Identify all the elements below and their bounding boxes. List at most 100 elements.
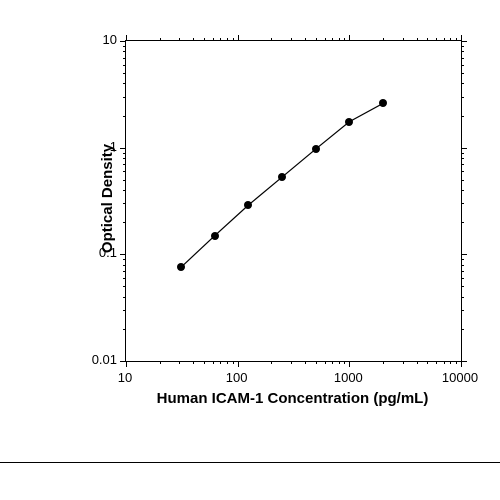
- data-point: [211, 232, 219, 240]
- series-line: [126, 41, 461, 361]
- y-tick-major: [461, 361, 467, 362]
- x-tick-label: 1000: [323, 370, 373, 385]
- x-tick-minor: [227, 361, 228, 364]
- x-tick-major: [126, 361, 127, 367]
- x-tick-minor: [233, 38, 234, 41]
- x-tick-minor: [316, 38, 317, 41]
- y-tick-label: 0.1: [77, 245, 117, 260]
- x-tick-minor: [325, 38, 326, 41]
- x-tick-minor: [227, 38, 228, 41]
- x-tick-minor: [339, 38, 340, 41]
- x-tick-minor: [417, 361, 418, 364]
- x-tick-minor: [456, 38, 457, 41]
- x-tick-minor: [220, 38, 221, 41]
- x-tick-major: [238, 35, 239, 41]
- y-tick-minor: [123, 65, 126, 66]
- x-tick-minor: [204, 38, 205, 41]
- y-tick-minor: [461, 271, 464, 272]
- x-tick-major: [349, 361, 350, 367]
- y-tick-minor: [123, 265, 126, 266]
- y-tick-minor: [461, 153, 464, 154]
- x-tick-minor: [316, 361, 317, 364]
- y-tick-minor: [461, 190, 464, 191]
- x-tick-minor: [179, 38, 180, 41]
- y-tick-minor: [461, 164, 464, 165]
- data-point: [379, 99, 387, 107]
- y-tick-minor: [123, 310, 126, 311]
- y-tick-minor: [123, 180, 126, 181]
- y-tick-minor: [123, 83, 126, 84]
- x-tick-minor: [305, 38, 306, 41]
- y-tick-minor: [461, 51, 464, 52]
- data-point: [312, 145, 320, 153]
- x-tick-minor: [450, 361, 451, 364]
- y-tick-minor: [123, 158, 126, 159]
- y-tick-minor: [461, 310, 464, 311]
- x-tick-minor: [383, 38, 384, 41]
- x-tick-minor: [271, 38, 272, 41]
- data-point: [278, 173, 286, 181]
- footer-rule: [0, 462, 500, 463]
- x-axis-label: Human ICAM-1 Concentration (pg/mL): [125, 390, 460, 407]
- y-tick-minor: [461, 278, 464, 279]
- y-tick-major: [120, 254, 126, 255]
- series-path: [181, 103, 383, 267]
- y-tick-minor: [461, 329, 464, 330]
- y-tick-minor: [123, 203, 126, 204]
- x-tick-minor: [332, 361, 333, 364]
- x-tick-label: 100: [212, 370, 262, 385]
- x-tick-minor: [456, 361, 457, 364]
- x-tick-minor: [427, 38, 428, 41]
- x-tick-major: [349, 35, 350, 41]
- y-tick-minor: [461, 259, 464, 260]
- x-tick-minor: [383, 361, 384, 364]
- y-tick-minor: [123, 58, 126, 59]
- y-tick-major: [461, 41, 467, 42]
- y-tick-major: [461, 148, 467, 149]
- x-tick-minor: [271, 361, 272, 364]
- x-tick-minor: [291, 361, 292, 364]
- x-tick-minor: [160, 38, 161, 41]
- x-tick-label: 10000: [435, 370, 485, 385]
- x-tick-minor: [233, 361, 234, 364]
- y-tick-minor: [123, 278, 126, 279]
- y-tick-minor: [123, 51, 126, 52]
- x-tick-minor: [403, 361, 404, 364]
- data-point: [177, 263, 185, 271]
- y-tick-minor: [461, 83, 464, 84]
- x-tick-major: [126, 35, 127, 41]
- y-tick-minor: [123, 190, 126, 191]
- y-tick-minor: [123, 222, 126, 223]
- y-tick-minor: [461, 97, 464, 98]
- x-tick-minor: [291, 38, 292, 41]
- y-tick-minor: [461, 73, 464, 74]
- y-tick-major: [120, 361, 126, 362]
- y-tick-minor: [123, 73, 126, 74]
- y-tick-minor: [461, 286, 464, 287]
- x-tick-minor: [344, 38, 345, 41]
- x-tick-minor: [436, 361, 437, 364]
- data-point: [244, 201, 252, 209]
- x-tick-minor: [450, 38, 451, 41]
- x-tick-minor: [444, 38, 445, 41]
- x-tick-minor: [427, 361, 428, 364]
- y-tick-minor: [123, 286, 126, 287]
- y-tick-minor: [461, 203, 464, 204]
- x-tick-minor: [160, 361, 161, 364]
- y-tick-minor: [461, 222, 464, 223]
- y-tick-minor: [123, 297, 126, 298]
- y-tick-minor: [123, 97, 126, 98]
- x-tick-minor: [325, 361, 326, 364]
- y-tick-minor: [461, 58, 464, 59]
- x-tick-minor: [204, 361, 205, 364]
- x-tick-minor: [417, 38, 418, 41]
- y-tick-major: [461, 254, 467, 255]
- data-point: [345, 118, 353, 126]
- y-tick-minor: [123, 271, 126, 272]
- x-tick-minor: [213, 361, 214, 364]
- x-tick-major: [238, 361, 239, 367]
- y-tick-minor: [123, 116, 126, 117]
- x-tick-minor: [220, 361, 221, 364]
- y-tick-minor: [461, 180, 464, 181]
- y-tick-label: 0.01: [77, 352, 117, 367]
